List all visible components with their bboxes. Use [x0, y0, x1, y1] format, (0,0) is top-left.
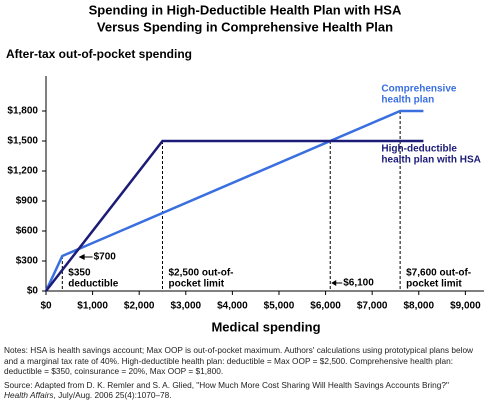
y-tick-label: $0 [27, 286, 39, 297]
notes-text: Notes: HSA is health savings account; Ma… [4, 345, 474, 376]
series-label: health plan with HSA [381, 155, 480, 166]
y-tick-label: $1,800 [7, 106, 38, 117]
arrow-head [78, 254, 85, 260]
y-tick-label: $1,200 [7, 166, 38, 177]
arrow-label: $700 [94, 252, 117, 263]
arrow-head [331, 280, 337, 286]
series-line [44, 109, 424, 292]
x-tick-label: $8,000 [403, 301, 434, 312]
chart-title: Spending in High-Deductible Health Plan … [89, 2, 402, 17]
chart-title: Versus Spending in Comprehensive Health … [97, 19, 393, 34]
chart: Spending in High-Deductible Health Plan … [6, 2, 484, 334]
reference-label: $6,100 [343, 278, 374, 289]
reference-label: pocket limit [168, 279, 224, 290]
source-journal: Health Affairs [4, 390, 54, 400]
reference-label: $7,600 out-of- [406, 268, 471, 279]
y-tick-label: $300 [16, 256, 39, 267]
y-tick-label: $1,500 [7, 136, 38, 147]
x-tick-label: $2,000 [124, 301, 155, 312]
x-tick-label: $5,000 [264, 301, 295, 312]
series-label: High-deductible [381, 144, 457, 155]
reference-label: pocket limit [406, 279, 462, 290]
y-tick-label: $900 [16, 196, 39, 207]
x-tick-label: $3,000 [170, 301, 201, 312]
x-tick-label: $7,000 [357, 301, 388, 312]
reference-label: $350 [68, 268, 91, 279]
series-label: health plan [381, 95, 434, 106]
x-tick-label: $6,000 [310, 301, 341, 312]
reference-label: deductible [68, 279, 118, 290]
series-line [45, 139, 424, 292]
x-tick-label: $0 [40, 301, 52, 312]
x-tick-label: $4,000 [217, 301, 248, 312]
y-tick-label: $600 [16, 226, 39, 237]
source-ref: , July/Aug. 2006 25(4):1070–78. [53, 390, 172, 400]
notes: Notes: HSA is health savings account; Ma… [4, 345, 486, 404]
series-label: Comprehensive [381, 84, 456, 95]
x-tick-label: $1,000 [77, 301, 108, 312]
source-text: Source: Adapted from D. K. Remler and S.… [4, 380, 486, 401]
y-axis-title: After-tax out-of-pocket spending [6, 47, 192, 61]
x-axis-title: Medical spending [211, 319, 320, 334]
source: Source: Adapted from D. K. Remler and S.… [4, 379, 449, 390]
reference-label: $2,500 out-of- [168, 268, 233, 279]
x-tick-label: $9,000 [450, 301, 481, 312]
